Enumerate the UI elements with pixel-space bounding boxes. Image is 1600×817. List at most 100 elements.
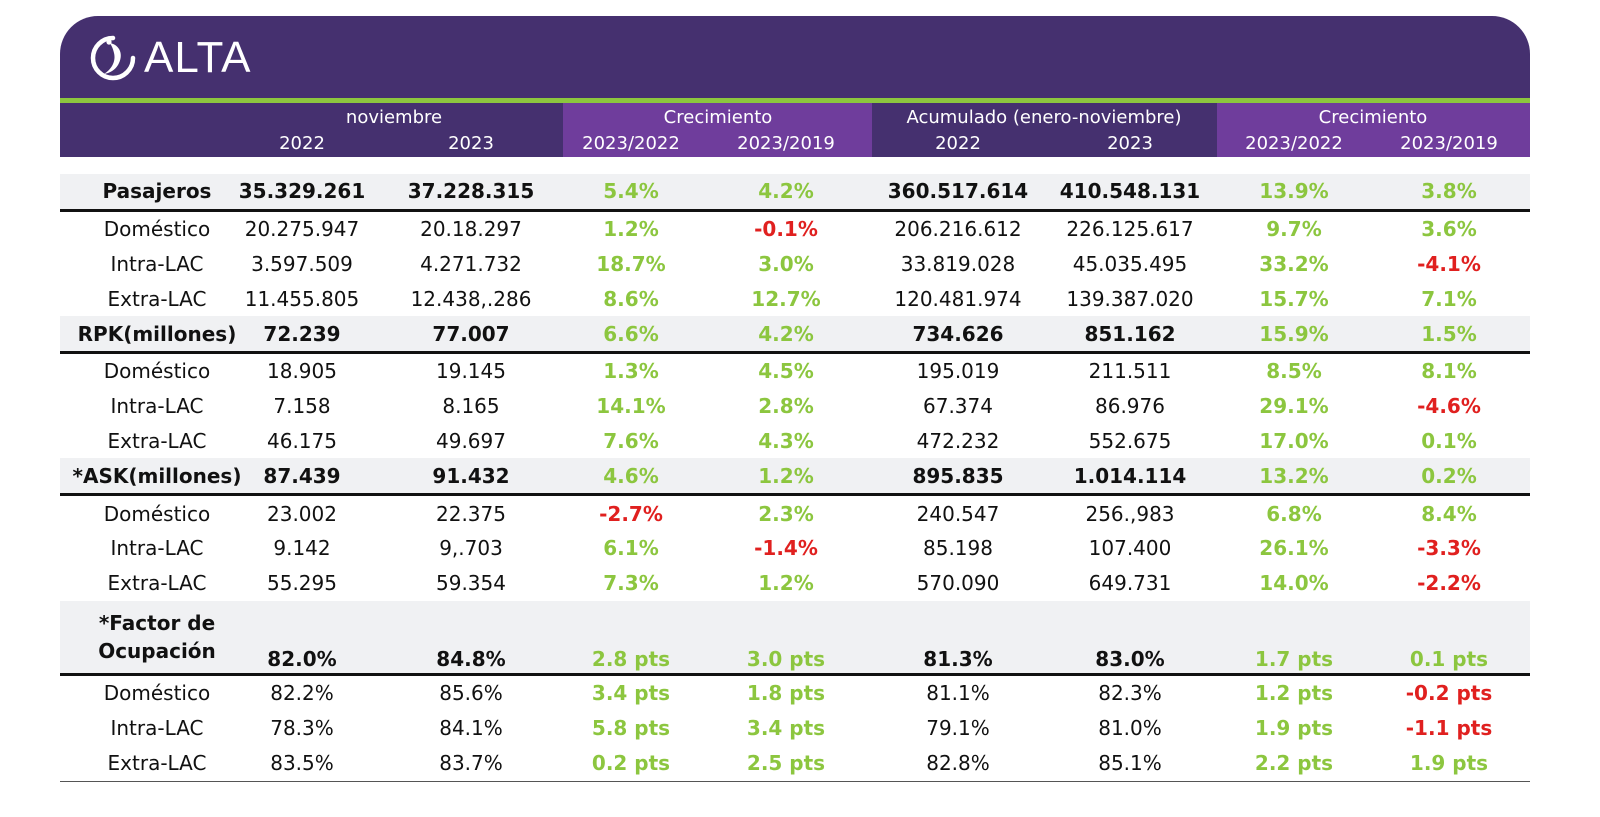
header-group-1: Crecimiento xyxy=(663,107,773,128)
table-cell: 120.481.974 xyxy=(894,286,1022,311)
table-cell: 84.8% xyxy=(436,646,506,671)
table-cell: 8.165 xyxy=(442,394,500,419)
table-cell: 2.3% xyxy=(758,501,814,526)
table-cell: 6.8% xyxy=(1266,501,1322,526)
table-cell: 1.7 pts xyxy=(1254,646,1334,671)
row-label: Doméstico xyxy=(103,359,211,384)
table-cell: 7.1% xyxy=(1421,286,1477,311)
table-cell: 13.9% xyxy=(1259,179,1329,204)
table-section-row: *ASK(millones) 87.439 91.432 4.6% 1.2% 895.83… xyxy=(60,458,1530,494)
table-row: Intra-LAC 78.3% 84.1% 5.8 pts 3.4 pts 79.1% 81… xyxy=(60,710,1530,745)
table-cell: 19.145 xyxy=(436,359,506,384)
row-label: Extra-LAC xyxy=(107,571,207,596)
header-growth-band xyxy=(563,103,872,157)
column-header: noviembre Crecimiento Acumulado (enero-nov… xyxy=(60,103,1530,157)
table-cell: -4.6% xyxy=(1417,394,1481,419)
table-cell: 2.2 pts xyxy=(1254,750,1334,775)
table-cell: 72.239 xyxy=(263,321,341,346)
section-rule xyxy=(60,672,1530,676)
table-cell: 139.387.020 xyxy=(1066,286,1194,311)
table-cell: 5.4% xyxy=(603,179,659,204)
table-cell: 45.035.495 xyxy=(1072,251,1188,276)
table-cell: 4.2% xyxy=(758,321,814,346)
table-cell: 3.597.509 xyxy=(251,251,353,276)
table-cell: -1.1 pts xyxy=(1405,715,1493,740)
table-cell: 410.548.131 xyxy=(1059,179,1201,204)
table-row: Extra-LAC 46.175 49.697 7.6% 4.3% 472.232 552.… xyxy=(60,424,1530,459)
header-subcol-4: 2022 xyxy=(935,133,981,154)
table-cell: 77.007 xyxy=(432,321,510,346)
header-banner: ALTA xyxy=(60,16,1530,98)
table-cell: 20.275.947 xyxy=(244,217,360,242)
row-label-line-2: Ocupación xyxy=(98,638,216,663)
table-cell: 851.162 xyxy=(1084,321,1176,346)
table-cell: 649.731 xyxy=(1088,571,1172,596)
table-cell: 256.,983 xyxy=(1085,501,1175,526)
table-row: Intra-LAC 9.142 9,.703 6.1% -1.4% 85.198 107.4… xyxy=(60,531,1530,566)
header-subcol-2: 2023/2022 xyxy=(582,133,680,154)
table-cell: 7.6% xyxy=(603,428,659,453)
table-cell: 4.271.732 xyxy=(420,251,522,276)
table-cell: 20.18.297 xyxy=(420,217,522,242)
row-label: RPK(millones) xyxy=(77,321,237,346)
table-cell: 734.626 xyxy=(912,321,1004,346)
table-cell: 6.6% xyxy=(603,321,659,346)
table-cell: 85.198 xyxy=(923,536,993,561)
table-cell: 81.3% xyxy=(923,646,993,671)
table-cell: 22.375 xyxy=(436,501,506,526)
table-cell: -4.1% xyxy=(1417,251,1481,276)
table-cell: 552.675 xyxy=(1088,428,1172,453)
section-rule xyxy=(60,493,1530,497)
table-cell: 226.125.617 xyxy=(1066,217,1194,242)
row-label: *ASK(millones) xyxy=(72,463,242,488)
header-subcol-0: 2022 xyxy=(279,133,325,154)
table-cell: 1.9 pts xyxy=(1409,750,1489,775)
table-cell: 2.8 pts xyxy=(591,646,671,671)
table-section-row: RPK(millones) 72.239 77.007 6.6% 4.2% 734.626… xyxy=(60,316,1530,351)
table-cell: 0.2 pts xyxy=(591,750,671,775)
table-cell: 15.9% xyxy=(1259,321,1329,346)
table-cell: 107.400 xyxy=(1088,536,1172,561)
row-label: Intra-LAC xyxy=(110,251,204,276)
table-row: Intra-LAC 3.597.509 4.271.732 18.7% 3.0% 33.8… xyxy=(60,247,1530,282)
table-cell: 33.2% xyxy=(1259,251,1329,276)
table-cell: 3.6% xyxy=(1421,217,1477,242)
table-cell: 83.5% xyxy=(270,750,334,775)
header-group-3: Crecimiento xyxy=(1318,107,1428,128)
table-cell: 7.3% xyxy=(603,571,659,596)
table-cell: 81.0% xyxy=(1098,715,1162,740)
table-cell: 4.5% xyxy=(758,359,814,384)
row-label: Extra-LAC xyxy=(107,428,207,453)
header-subcol-7: 2023/2019 xyxy=(1400,133,1498,154)
table-cell: 195.019 xyxy=(916,359,1000,384)
table-cell: 1.2 pts xyxy=(1254,680,1334,705)
section-rule xyxy=(60,208,1530,212)
table-cell: 1.8 pts xyxy=(746,680,826,705)
table-cell: 84.1% xyxy=(439,715,503,740)
row-label: Extra-LAC xyxy=(107,750,207,775)
table-cell: 472.232 xyxy=(916,428,1000,453)
table-cell: 59.354 xyxy=(436,571,506,596)
table-cell: 78.3% xyxy=(270,715,334,740)
table-section-row: Pasajeros 35.329.261 37.228.315 5.4% 4.2% 360… xyxy=(60,174,1530,209)
row-label-line-1: *Factor de xyxy=(98,610,216,635)
table-cell: 2.5 pts xyxy=(746,750,826,775)
table-cell: 1.5% xyxy=(1421,321,1477,346)
table-cell: 1.2% xyxy=(758,463,814,488)
table-cell: -3.3% xyxy=(1417,536,1481,561)
alta-bird-icon xyxy=(90,35,136,81)
table-cell: 0.2% xyxy=(1421,463,1477,488)
header-group-2: Acumulado (enero-noviembre) xyxy=(906,107,1182,128)
table-row: Intra-LAC 7.158 8.165 14.1% 2.8% 67.374 86.976… xyxy=(60,389,1530,424)
row-label: Intra-LAC xyxy=(110,715,204,740)
table-cell: 82.3% xyxy=(1098,680,1162,705)
bottom-rule xyxy=(60,781,1530,782)
table-cell: 79.1% xyxy=(926,715,990,740)
table-cell: 33.819.028 xyxy=(900,251,1016,276)
table-cell: 18.905 xyxy=(267,359,337,384)
table-cell: 55.295 xyxy=(267,571,337,596)
header-subcol-3: 2023/2019 xyxy=(737,133,835,154)
table-cell: 9,.703 xyxy=(439,536,503,561)
table-cell: 17.0% xyxy=(1259,428,1329,453)
table-cell: 12.438,.286 xyxy=(410,286,532,311)
